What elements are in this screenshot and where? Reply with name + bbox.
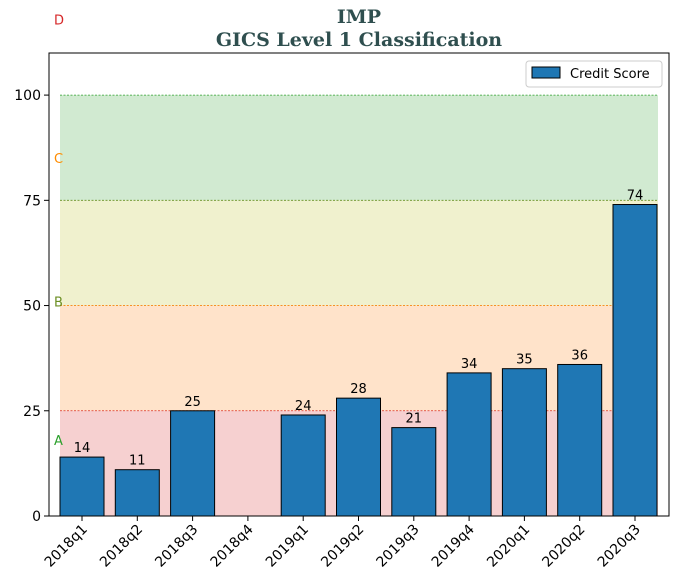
bar-label-2018q1: 14 <box>74 441 91 456</box>
chart-subtitle: GICS Level 1 Classification <box>216 29 502 51</box>
zone-label-b: B <box>54 295 63 310</box>
bar-label-2019q4: 34 <box>461 357 478 372</box>
legend-label-credit-score: Credit Score <box>570 67 650 82</box>
bar-label-2020q2: 36 <box>571 348 588 363</box>
x-tick-label-2019q1: 2019q1 <box>263 522 312 571</box>
bar-label-2019q3: 21 <box>406 412 423 427</box>
x-tick-label-2018q3: 2018q3 <box>152 522 201 571</box>
bar-label-2019q1: 24 <box>295 399 312 414</box>
zone-d-band <box>60 95 658 201</box>
y-tick-label-25: 25 <box>23 404 41 420</box>
bar-2019q3 <box>391 427 437 517</box>
x-tick-label-2019q4: 2019q4 <box>429 521 478 570</box>
bar-label-2018q3: 25 <box>184 395 201 410</box>
bar-2018q1 <box>59 456 105 517</box>
zone-label-d: D <box>54 13 64 28</box>
bar-label-2020q1: 35 <box>516 353 533 368</box>
bar-labels: 14 11 25 24 28 21 34 35 36 74 <box>74 189 644 469</box>
bar-label-2020q3: 74 <box>627 189 644 204</box>
legend: Credit Score <box>525 60 663 88</box>
y-tick-label-75: 75 <box>23 193 41 209</box>
y-tick-label-100: 100 <box>14 88 41 104</box>
bar-2019q4 <box>446 372 492 517</box>
bar-2019q1 <box>280 414 326 517</box>
zone-label-a: A <box>54 434 63 449</box>
x-axis: 2018q1 2018q2 2018q3 2018q4 2019q1 2019q2 2019… <box>42 516 644 571</box>
legend-swatch-credit-score <box>531 66 561 79</box>
chart-title: IMP <box>337 6 381 28</box>
bar-label-2019q2: 28 <box>350 382 367 397</box>
x-tick-label-2019q3: 2019q3 <box>374 522 423 571</box>
x-tick-label-2020q2: 2020q2 <box>539 522 588 571</box>
x-tick-label-2018q1: 2018q1 <box>42 522 91 571</box>
x-tick-label-2020q3: 2020q3 <box>595 522 644 571</box>
y-axis: 0 25 50 75 100 <box>14 88 49 525</box>
y-tick-label-0: 0 <box>32 509 41 525</box>
zone-c-band <box>60 200 658 306</box>
bar-2018q3 <box>170 410 216 517</box>
zone-labels: A B C D <box>54 13 64 449</box>
y-tick-label-50: 50 <box>23 299 41 315</box>
x-tick-label-2018q4: 2018q4 <box>208 521 257 570</box>
bar-label-2018q2: 11 <box>129 454 146 469</box>
bar-2018q2 <box>114 469 160 517</box>
zone-label-c: C <box>54 152 63 167</box>
bar-2020q3 <box>612 204 658 517</box>
bar-2019q2 <box>336 397 381 517</box>
x-tick-label-2019q2: 2019q2 <box>318 522 367 571</box>
bar-2020q1 <box>501 368 547 517</box>
bars-layer <box>59 204 658 517</box>
x-tick-label-2018q2: 2018q2 <box>97 522 146 571</box>
x-tick-label-2020q1: 2020q1 <box>484 522 533 571</box>
bar-2020q2 <box>557 363 603 517</box>
